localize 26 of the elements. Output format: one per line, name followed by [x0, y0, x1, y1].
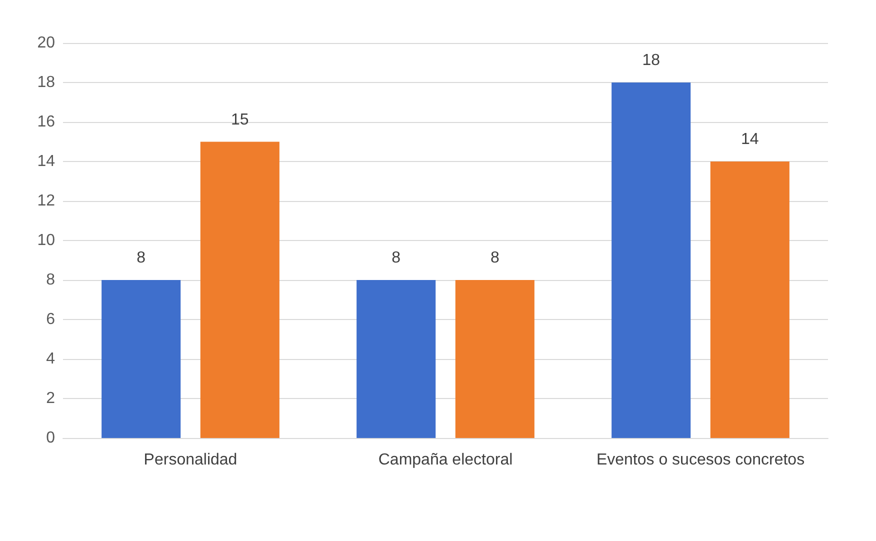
y-tick-label: 14	[37, 153, 56, 170]
data-label: 8	[392, 250, 401, 266]
y-tick-label: 0	[46, 430, 56, 446]
bar	[455, 280, 534, 438]
y-tick-label: 10	[37, 232, 56, 249]
y-tick-label: 4	[46, 350, 56, 368]
data-label: 18	[642, 52, 660, 69]
bar	[102, 280, 181, 438]
data-label: 15	[231, 111, 249, 128]
data-label: 8	[136, 250, 146, 266]
y-tick-label: 12	[37, 192, 56, 210]
y-tick-label: 2	[46, 390, 56, 407]
x-tick-label: Campaña electoral	[378, 452, 513, 468]
y-tick-label: 8	[46, 272, 56, 288]
bar	[710, 162, 790, 438]
bar	[612, 82, 691, 438]
data-label: 8	[490, 250, 500, 266]
bar	[200, 142, 280, 438]
x-tick-label: Eventos o sucesos concretos	[596, 452, 805, 468]
y-tick-label: 18	[37, 74, 56, 91]
y-tick-label: 20	[37, 34, 56, 52]
bar	[356, 280, 436, 438]
data-label: 14	[741, 131, 759, 148]
y-tick-label: 6	[46, 311, 56, 328]
x-tick-label: Personalidad	[144, 452, 238, 468]
y-tick-label: 16	[37, 114, 56, 130]
